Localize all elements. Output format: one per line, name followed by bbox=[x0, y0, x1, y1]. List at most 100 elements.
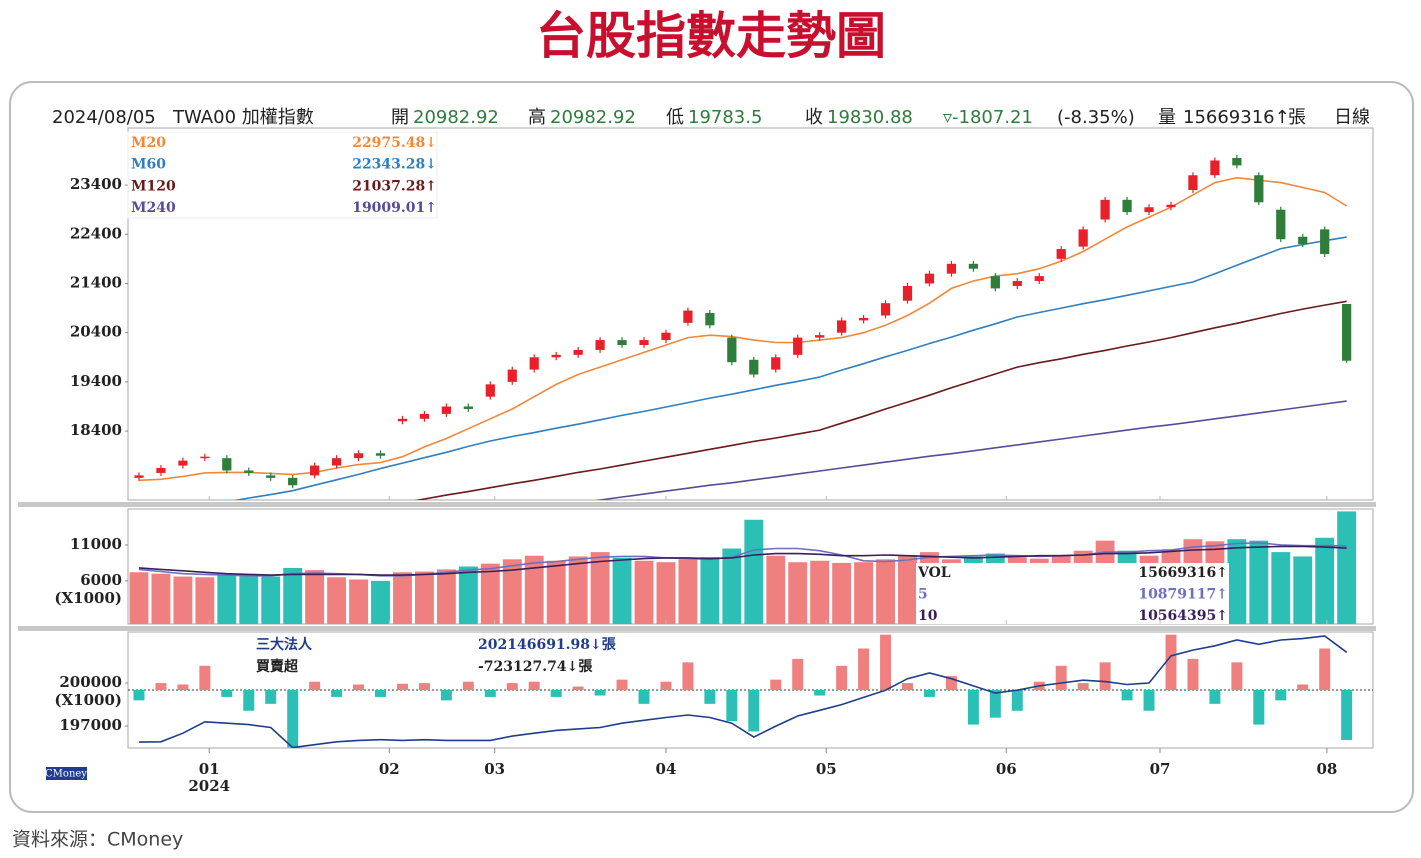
y-tick-label: 11000 bbox=[70, 535, 122, 553]
net-bar bbox=[1319, 648, 1331, 690]
candle-body bbox=[375, 453, 386, 456]
plot bbox=[134, 155, 1352, 500]
header: 2024/08/05 TWA00 加權指數 開 20982.92 高 20982… bbox=[52, 107, 1370, 128]
x-tick-label: 08 bbox=[1316, 760, 1337, 778]
high-label: 高 bbox=[528, 107, 546, 128]
volume-bar bbox=[898, 555, 917, 624]
symbol: TWA00 加權指數 bbox=[172, 107, 314, 128]
legend-name: M60 bbox=[131, 157, 166, 173]
close-label: 收 bbox=[805, 107, 823, 128]
volume-bar bbox=[349, 579, 368, 624]
volume-bar bbox=[656, 562, 676, 624]
net-bar bbox=[880, 634, 892, 690]
net-bar bbox=[1121, 690, 1133, 701]
net-bar bbox=[1011, 690, 1023, 711]
net-bar bbox=[155, 683, 167, 690]
net-bar bbox=[814, 690, 826, 696]
legend-value: 22343.28↓ bbox=[352, 157, 437, 173]
legend-name: 三大法人 bbox=[256, 636, 313, 653]
candle-body bbox=[244, 470, 254, 473]
volume-bar bbox=[766, 555, 786, 624]
net-bar bbox=[638, 690, 650, 704]
ma-line bbox=[233, 236, 1347, 500]
candle-body bbox=[156, 468, 166, 473]
year-label: 2024 bbox=[188, 777, 230, 795]
net-bar bbox=[1187, 658, 1199, 690]
open-label: 開 bbox=[391, 107, 409, 128]
x-tick-label: 04 bbox=[656, 760, 677, 778]
candle-body bbox=[222, 458, 232, 471]
candle-body bbox=[968, 263, 978, 269]
change: ▿-1807.21 bbox=[943, 107, 1033, 128]
candle-body bbox=[1034, 276, 1044, 282]
net-bar bbox=[1099, 662, 1111, 690]
candle-body bbox=[771, 357, 781, 370]
candle-body bbox=[749, 359, 759, 375]
volume-bar bbox=[1293, 556, 1313, 624]
volume-bar bbox=[722, 548, 742, 624]
volume-bar bbox=[678, 559, 698, 624]
legend-box bbox=[127, 131, 438, 219]
net-bar bbox=[177, 684, 189, 690]
volume-bar bbox=[876, 559, 895, 624]
volume-bar bbox=[261, 576, 281, 624]
source: 資料來源：CMoney bbox=[12, 829, 183, 851]
legend-value: 21037.28↑ bbox=[352, 178, 437, 194]
cumulative-line bbox=[138, 635, 1348, 748]
legend-value: 22975.48↓ bbox=[352, 135, 437, 151]
legend-name: 10 bbox=[918, 608, 938, 624]
candle-body bbox=[705, 313, 715, 326]
net-bar bbox=[726, 690, 738, 722]
volume-bar bbox=[524, 555, 544, 624]
volume-bar bbox=[568, 556, 588, 624]
volume-bar bbox=[502, 559, 522, 624]
candle-body bbox=[551, 354, 561, 358]
ma-line bbox=[138, 176, 1348, 482]
candle-body bbox=[595, 340, 605, 350]
candle-body bbox=[463, 406, 473, 409]
net-bar bbox=[792, 658, 804, 690]
net-bar bbox=[396, 683, 408, 690]
divider bbox=[18, 626, 1376, 631]
net-bar bbox=[1297, 684, 1309, 690]
candle-body bbox=[485, 384, 495, 397]
candle-body bbox=[924, 273, 935, 284]
candle-body bbox=[288, 477, 298, 486]
y-tick-label: 22400 bbox=[70, 224, 122, 242]
candle-body bbox=[990, 276, 1000, 289]
net-bar bbox=[858, 648, 870, 690]
candle-body bbox=[397, 418, 408, 422]
candle-body bbox=[1100, 199, 1110, 220]
volume-bar bbox=[788, 562, 808, 624]
volume-bar bbox=[1271, 552, 1291, 624]
net-bar bbox=[967, 690, 979, 725]
candle-body bbox=[1144, 207, 1154, 213]
candle-body bbox=[1122, 199, 1132, 213]
legend-value: -723127.74↓張 bbox=[478, 659, 593, 675]
volume-bar bbox=[744, 519, 764, 624]
volume-bar bbox=[612, 557, 632, 624]
x-tick-label: 05 bbox=[816, 760, 837, 778]
y-tick-label: 18400 bbox=[70, 421, 122, 439]
volume-ma-line bbox=[138, 545, 1347, 576]
candle-body bbox=[419, 413, 430, 419]
volume-bar bbox=[1315, 537, 1335, 624]
change-pct: (-8.35%) bbox=[1057, 107, 1135, 128]
volume-bar bbox=[151, 573, 171, 624]
candle-body bbox=[1210, 160, 1220, 176]
candle-body bbox=[1166, 204, 1176, 208]
net-bar bbox=[1209, 690, 1221, 704]
volume-value: 15669316↑ bbox=[1183, 107, 1290, 128]
volume-bar bbox=[195, 577, 215, 624]
candle-body bbox=[1232, 158, 1242, 166]
volume-bar bbox=[217, 575, 237, 624]
net-bar bbox=[418, 683, 430, 690]
logo-box bbox=[46, 767, 87, 780]
net-bar bbox=[902, 683, 913, 690]
legend-name: VOL bbox=[917, 565, 951, 581]
net-bar bbox=[1165, 634, 1177, 690]
y-tick-label: 200000 bbox=[59, 673, 122, 691]
net-bar bbox=[528, 681, 540, 690]
net-bar bbox=[221, 690, 233, 697]
net-bar bbox=[375, 690, 387, 697]
